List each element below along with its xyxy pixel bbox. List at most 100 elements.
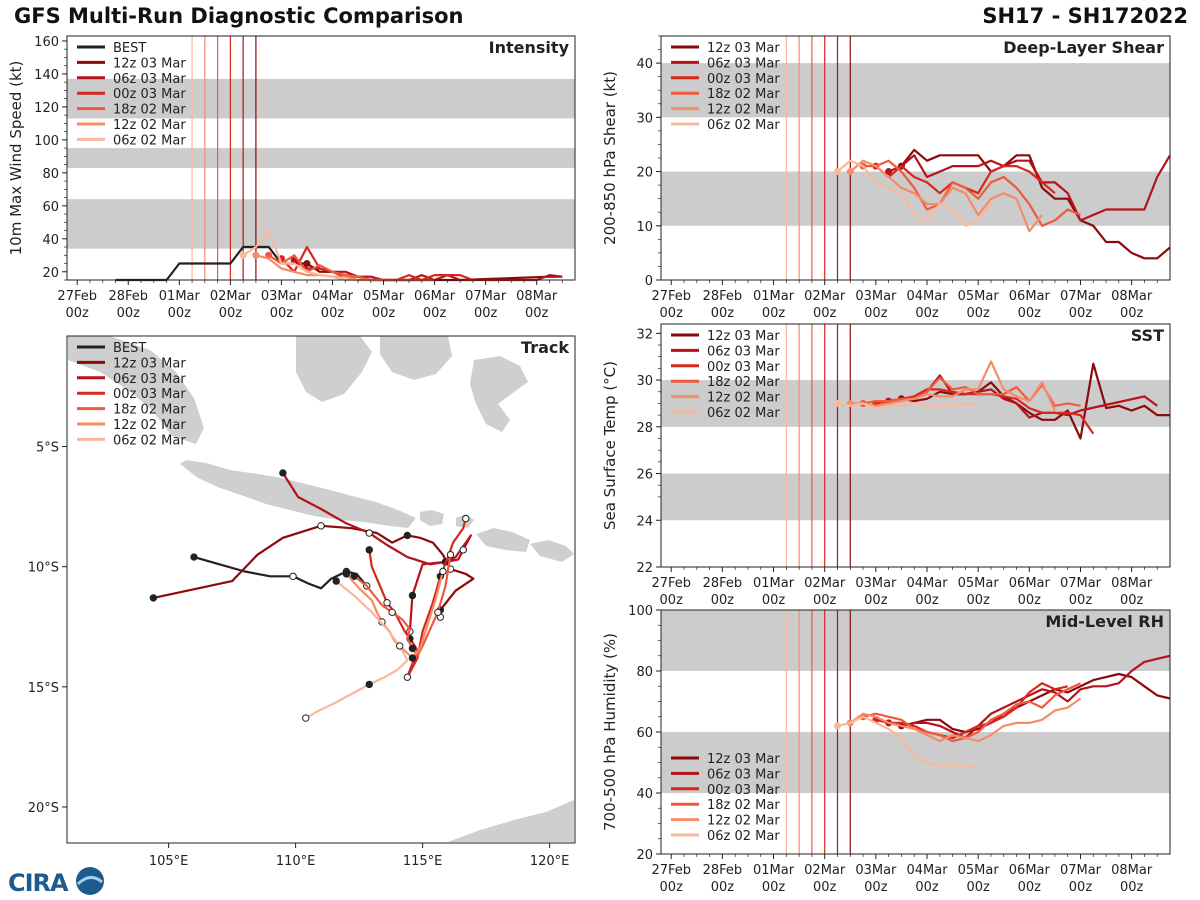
sst-xtick-label-hour: 00z bbox=[813, 593, 837, 608]
track-position-marker bbox=[302, 714, 310, 722]
sst-frame bbox=[660, 323, 1171, 568]
storm-id: SH17 - SH172022 bbox=[982, 4, 1188, 28]
shear-xtick-label-date: 27Feb bbox=[651, 289, 691, 304]
land-sulawesi bbox=[470, 356, 528, 432]
shear-xtick-label-date: 02Mar bbox=[804, 289, 846, 304]
intensity-series-06z-02-mar bbox=[242, 229, 358, 282]
track-position-marker bbox=[403, 531, 412, 540]
intensity-xtick-label-hour: 00z bbox=[372, 306, 396, 321]
legend-label: 06z 03 Mar bbox=[707, 767, 780, 782]
intensity-xtick-label-hour: 00z bbox=[423, 306, 447, 321]
sst-xtick-label-date: 03Mar bbox=[855, 576, 897, 591]
legend-label: 12z 03 Mar bbox=[707, 752, 780, 767]
shear-xtick-label-hour: 00z bbox=[1120, 306, 1144, 321]
intensity-init-point bbox=[303, 260, 311, 268]
sst-xtick-label-hour: 00z bbox=[762, 593, 786, 608]
land-java bbox=[180, 460, 416, 528]
track-panel: 105°E 110°E 115°E 120°E 5°S 10°S 15°S 20°S Track… bbox=[28, 335, 576, 869]
shear-init-point bbox=[885, 168, 893, 176]
intensity-ytick-label: 140 bbox=[34, 68, 59, 83]
legend-label: 12z 03 Mar bbox=[113, 56, 186, 71]
track-position-marker bbox=[289, 572, 297, 580]
track-position-marker bbox=[365, 546, 373, 554]
legend-label: 06z 02 Mar bbox=[707, 406, 780, 421]
rh-ytick-label: 40 bbox=[636, 787, 653, 802]
rh-xtick-label-date: 04Mar bbox=[906, 863, 948, 878]
shear-xtick-label-hour: 00z bbox=[813, 306, 837, 321]
intensity-title: Intensity bbox=[489, 38, 570, 57]
track-position-marker bbox=[403, 673, 412, 681]
track-lines bbox=[149, 469, 475, 722]
shear-xtick-label-date: 08Mar bbox=[1111, 289, 1153, 304]
shear-xtick-label-date: 01Mar bbox=[753, 289, 795, 304]
sst-xtick-label-date: 05Mar bbox=[958, 576, 1000, 591]
shear-init-point bbox=[833, 168, 841, 176]
legend-label: 06z 03 Mar bbox=[113, 372, 186, 387]
track-position-marker bbox=[408, 644, 417, 653]
shear-series-12z-02-mar bbox=[849, 159, 1043, 233]
legend-label: 06z 03 Mar bbox=[707, 56, 780, 71]
track-position-marker bbox=[342, 570, 351, 578]
track-frame bbox=[66, 335, 576, 844]
intensity-band bbox=[67, 78, 575, 119]
intensity-xtick-label-date: 07Mar bbox=[465, 289, 507, 304]
shear-xtick-label-hour: 00z bbox=[1018, 306, 1042, 321]
track-ytick-label: 10°S bbox=[28, 561, 59, 576]
intensity-xtick-label-date: 28Feb bbox=[108, 289, 148, 304]
sst-ylabel: Sea Surface Temp (°C) bbox=[601, 361, 619, 530]
land-australia-nw bbox=[448, 800, 574, 842]
sst-xtick-label-date: 04Mar bbox=[906, 576, 948, 591]
sst-series-12z-02-mar bbox=[850, 360, 1056, 411]
sst-xtick-label-hour: 00z bbox=[915, 593, 939, 608]
sst-ytick-label: 30 bbox=[636, 374, 653, 389]
shear-xtick-label-hour: 00z bbox=[762, 306, 786, 321]
track-position-marker bbox=[446, 550, 455, 559]
legend-label: 12z 02 Mar bbox=[707, 814, 780, 829]
sst-xtick-label-hour: 00z bbox=[864, 593, 888, 608]
intensity-init-point bbox=[252, 251, 260, 259]
shear-init-point bbox=[846, 168, 854, 176]
intensity-ytick-label: 60 bbox=[42, 200, 59, 215]
rh-band bbox=[661, 610, 1170, 671]
rh-ytick-label: 80 bbox=[636, 665, 653, 680]
track-position-marker bbox=[317, 522, 325, 530]
rh-xtick-label-hour: 00z bbox=[1018, 880, 1042, 895]
track-position-marker bbox=[462, 514, 470, 523]
intensity-xtick-label-hour: 00z bbox=[270, 306, 294, 321]
rh-xtick-label-date: 06Mar bbox=[1009, 863, 1051, 878]
legend-label: 18z 02 Mar bbox=[113, 403, 186, 418]
intensity-series-best bbox=[115, 245, 307, 282]
legend-label: BEST bbox=[113, 341, 146, 356]
legend-label: 06z 02 Mar bbox=[707, 829, 780, 844]
intensity-ylabel: 10m Max Wind Speed (kt) bbox=[7, 61, 25, 256]
rh-xtick-label-hour: 00z bbox=[864, 880, 888, 895]
cira-logo: CIRA bbox=[4, 864, 108, 898]
rh-xtick-label-date: 05Mar bbox=[958, 863, 1000, 878]
shear-xtick-label-date: 03Mar bbox=[855, 289, 897, 304]
land-bali-lombok bbox=[420, 510, 474, 528]
legend-label: 12z 02 Mar bbox=[707, 103, 780, 118]
intensity-xtick-label-date: 01Mar bbox=[159, 289, 201, 304]
rh-band bbox=[661, 732, 1170, 793]
shear-ytick-label: 20 bbox=[636, 166, 653, 181]
shear-ytick-label: 40 bbox=[636, 57, 653, 72]
shear-xtick-label-hour: 00z bbox=[966, 306, 990, 321]
sst-ytick-label: 32 bbox=[636, 327, 653, 342]
rh-xtick-label-hour: 00z bbox=[1069, 880, 1093, 895]
intensity-band bbox=[67, 199, 575, 249]
sst-band bbox=[661, 473, 1170, 521]
rh-init-point bbox=[833, 722, 841, 730]
rh-xtick-label-date: 27Feb bbox=[651, 863, 691, 878]
legend-label: 06z 03 Mar bbox=[113, 72, 186, 87]
shear-ytick-label: 10 bbox=[636, 220, 653, 235]
track-position-marker bbox=[459, 546, 467, 554]
legend-label: 00z 03 Mar bbox=[707, 783, 780, 798]
track-series-18z-02-mar bbox=[353, 554, 452, 657]
rh-panel: 20 40 60 80 100 27Feb 00z 28Feb 00z 01Mar 00z 02Mar… bbox=[601, 604, 1171, 895]
legend-label: 18z 02 Mar bbox=[707, 87, 780, 102]
legend-label: 12z 03 Mar bbox=[707, 41, 780, 56]
rh-xtick-label-hour: 00z bbox=[915, 880, 939, 895]
shear-series-06z-03-mar bbox=[888, 154, 1171, 222]
